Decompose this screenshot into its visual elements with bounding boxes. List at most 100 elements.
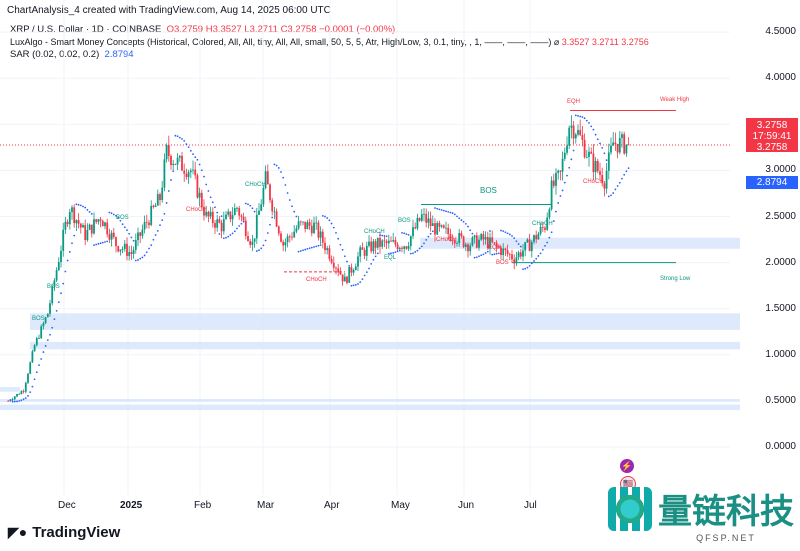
- candle-body: [68, 212, 71, 225]
- sar-dot: [511, 235, 513, 237]
- sar-price-label: 2.8794: [746, 176, 798, 189]
- lightning-event-icon[interactable]: ⚡: [620, 459, 634, 473]
- sar-dot: [280, 171, 282, 173]
- sar-dot: [286, 192, 289, 194]
- sar-name[interactable]: SAR (0.02, 0.02, 0.2): [10, 49, 100, 60]
- candle-body: [570, 125, 573, 128]
- candle-body: [337, 268, 340, 273]
- time-tick: Jul: [524, 500, 537, 511]
- candle-body: [187, 172, 190, 177]
- candle-body: [359, 247, 362, 257]
- sar-dot: [616, 185, 619, 187]
- sar-dot: [324, 215, 326, 218]
- sar-dot: [381, 234, 384, 237]
- candle-body: [273, 211, 276, 213]
- sar-dot: [214, 206, 216, 209]
- candle-body: [165, 145, 168, 160]
- candle-body: [172, 163, 175, 166]
- tradingview-logo[interactable]: ◤● TradingView: [8, 524, 120, 541]
- sar-dot: [88, 211, 91, 213]
- candle-body: [425, 213, 428, 223]
- candle-body: [134, 240, 137, 250]
- sar-dot: [148, 247, 150, 250]
- candle-body: [456, 243, 458, 244]
- sar-dot: [57, 301, 60, 304]
- sar-dot: [370, 262, 373, 265]
- candle-body: [200, 192, 203, 208]
- sar-dot: [579, 115, 582, 118]
- sar-dot: [504, 231, 507, 234]
- sar-dot: [266, 232, 269, 234]
- sar-dot: [238, 225, 241, 227]
- sar-dot: [154, 234, 157, 236]
- sar-dot: [513, 237, 516, 240]
- sar-dot: [612, 192, 615, 194]
- sar-dot: [425, 238, 428, 241]
- candle-body: [139, 232, 142, 236]
- sar-dot: [293, 210, 296, 213]
- sar-dot: [75, 203, 78, 206]
- sar-dot: [469, 229, 472, 232]
- sar-dot: [341, 248, 344, 251]
- candle-body: [486, 237, 489, 248]
- indicator-name[interactable]: LuxAlgo - Smart Money Concepts (Historic…: [10, 37, 552, 47]
- sar-dot: [522, 268, 524, 271]
- candle-body: [33, 345, 36, 352]
- sar-dot: [62, 282, 65, 285]
- sar-dot: [119, 219, 122, 222]
- candle-body: [194, 169, 197, 176]
- candle-body: [471, 237, 474, 246]
- candle-body: [319, 231, 322, 238]
- sar-dot: [66, 259, 69, 262]
- candle-body: [95, 219, 98, 222]
- sar-dot: [528, 264, 531, 267]
- sar-dot: [447, 210, 450, 213]
- sar-dot: [207, 190, 210, 192]
- candle-body: [227, 211, 230, 215]
- sar-dot: [376, 252, 379, 255]
- candle-body: [242, 216, 245, 221]
- sar-dot: [464, 222, 467, 225]
- candle-body: [612, 142, 615, 146]
- candle-body: [117, 246, 120, 252]
- bos-label: BOS: [480, 186, 497, 195]
- price-chart[interactable]: [0, 0, 740, 495]
- sar-dot: [16, 400, 18, 403]
- candle-body: [185, 173, 188, 177]
- sar-dot: [275, 164, 278, 167]
- sar-dot: [68, 250, 71, 253]
- candle-body: [233, 208, 236, 216]
- candle-body: [577, 130, 579, 135]
- candle-body: [31, 351, 34, 363]
- candle-body: [495, 242, 498, 247]
- sar-dot: [471, 232, 474, 235]
- sar-dot: [20, 399, 23, 402]
- sar-dot: [288, 199, 291, 201]
- candle-body: [75, 220, 78, 224]
- sar-dot: [332, 226, 335, 229]
- sar-dot: [385, 235, 388, 238]
- candle-body: [407, 246, 410, 249]
- time-tick: Apr: [324, 500, 340, 511]
- sar-dot: [313, 246, 315, 248]
- weak-high-label: Weak High: [660, 97, 690, 103]
- candle-body: [436, 222, 439, 235]
- sar-dot: [156, 229, 159, 232]
- candle-body: [178, 155, 181, 158]
- sar-dot: [53, 318, 56, 321]
- sar-dot: [163, 212, 166, 215]
- sar-dot: [137, 259, 139, 261]
- sar-dot: [596, 138, 599, 141]
- candle-body: [284, 242, 287, 246]
- symbol-name[interactable]: XRP / U.S. Dollar · 1D · COINBASE: [10, 24, 162, 35]
- candle-body: [315, 222, 318, 224]
- time-tick: Jun: [458, 500, 475, 511]
- sar-dot: [90, 213, 93, 215]
- candle-body: [71, 207, 73, 213]
- candle-body: [321, 231, 324, 243]
- candle-body: [607, 152, 610, 171]
- candle-body: [440, 225, 443, 227]
- candle-body: [462, 236, 465, 247]
- candle-body: [176, 157, 179, 165]
- sar-dot: [31, 385, 34, 388]
